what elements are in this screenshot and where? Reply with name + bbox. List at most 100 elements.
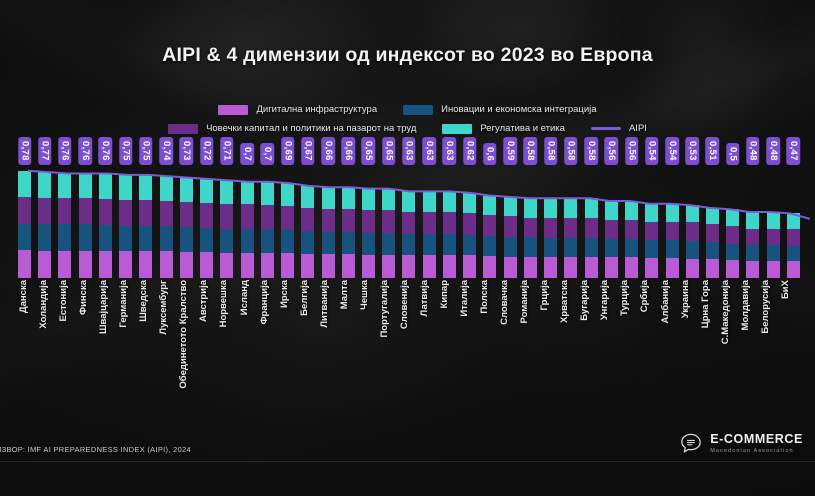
- bar-column[interactable]: 0,58: [543, 137, 558, 278]
- x-axis-label: Романија: [519, 280, 531, 324]
- bar-column[interactable]: 0,48: [766, 137, 780, 278]
- bar-segment: [442, 191, 456, 212]
- bar-segment: [625, 219, 639, 239]
- x-axis-label: Холандија: [38, 280, 50, 329]
- bar-segment: [240, 204, 254, 230]
- legend-item[interactable]: Дигитална инфраструктура: [218, 104, 377, 115]
- bar-column[interactable]: 0,59: [503, 137, 517, 278]
- bar-segment: [705, 242, 719, 260]
- bar-column[interactable]: 0,63: [402, 137, 416, 278]
- bar-column[interactable]: 0,48: [746, 137, 760, 278]
- bar-column[interactable]: 0,67: [301, 137, 315, 278]
- bar-segment: [564, 238, 578, 258]
- bar-column[interactable]: 0,72: [199, 137, 214, 278]
- bar-stack: [260, 181, 274, 278]
- bar-column[interactable]: 0,58: [523, 137, 538, 278]
- bar-column[interactable]: 0,54: [645, 137, 659, 278]
- bar-segment: [382, 254, 396, 278]
- bar-column[interactable]: 0,54: [665, 137, 679, 278]
- legend-item[interactable]: Иновации и економска интеграција: [403, 104, 597, 115]
- bar-segment: [584, 238, 598, 258]
- bar-segment: [220, 180, 234, 204]
- bar-value-label: 0,5: [725, 142, 740, 165]
- bar-column[interactable]: 0,51: [705, 137, 720, 278]
- bar-column[interactable]: 0,69: [280, 137, 295, 278]
- bar-segment: [139, 199, 153, 226]
- bar-column[interactable]: 0,77: [37, 137, 52, 278]
- bar-segment: [665, 240, 679, 259]
- bar-stack: [119, 174, 133, 278]
- legend-row: Дигитална инфраструктура Иновации и еконо…: [218, 104, 597, 115]
- bar-column[interactable]: 0,74: [159, 137, 173, 278]
- bar-column[interactable]: 0,75: [139, 137, 153, 278]
- bar-segment: [463, 213, 477, 235]
- bar-column[interactable]: 0,56: [604, 137, 619, 278]
- bar-column[interactable]: 0,63: [422, 137, 436, 278]
- bar-segment: [442, 255, 456, 278]
- bar-column[interactable]: 0,7: [240, 142, 254, 278]
- x-axis-label: Финска: [78, 280, 90, 316]
- bar-segment: [402, 191, 416, 212]
- bar-stack: [746, 212, 760, 278]
- legend-row: Човечки капитал и политики на пазарот на…: [168, 123, 647, 134]
- bar-column[interactable]: 0,66: [321, 137, 335, 278]
- bar-segment: [139, 225, 153, 252]
- bar-column[interactable]: 0,47: [786, 137, 801, 278]
- x-axis-label: Грција: [539, 280, 551, 311]
- bar-column[interactable]: 0,76: [78, 137, 92, 278]
- bar-value-label: 0,72: [199, 137, 214, 165]
- bar-segment: [321, 208, 335, 232]
- bar-segment: [220, 252, 234, 278]
- legend-item[interactable]: Човечки капитал и политики на пазарот на…: [168, 123, 416, 134]
- legend-item[interactable]: AIPI: [590, 123, 647, 134]
- bar-segment: [523, 237, 537, 257]
- bar-segment: [139, 251, 153, 278]
- bar-segment: [341, 231, 355, 254]
- bar-stack: [544, 198, 558, 278]
- bar-column[interactable]: 0,71: [220, 137, 234, 278]
- chart-legend: Дигитална инфраструктура Иновации и еконо…: [0, 104, 815, 134]
- bar-segment: [382, 209, 396, 233]
- bar-column[interactable]: 0,65: [381, 137, 396, 278]
- bar-stack: [665, 203, 679, 278]
- bar-column[interactable]: 0,66: [341, 137, 355, 278]
- bar-value-label: 0,48: [746, 137, 760, 165]
- bar-segment: [301, 253, 315, 278]
- legend-item[interactable]: Регулатива и етика: [442, 123, 565, 134]
- bar-column[interactable]: 0,76: [58, 137, 72, 278]
- bar-column[interactable]: 0,6: [483, 142, 497, 278]
- x-axis-label: Србија: [639, 280, 651, 313]
- bar-segment: [159, 226, 173, 252]
- bar-segment: [281, 205, 295, 230]
- bar-column[interactable]: 0,76: [98, 137, 113, 278]
- x-axis-label: Белорусија: [759, 280, 771, 334]
- bar-segment: [382, 188, 396, 210]
- bar-segment: [483, 256, 497, 278]
- bar-column[interactable]: 0,58: [584, 137, 598, 278]
- bar-segment: [139, 174, 153, 200]
- bar-value-label: 0,51: [705, 137, 720, 165]
- bar-segment: [766, 212, 780, 229]
- bar-column[interactable]: 0,7: [260, 142, 275, 278]
- bar-column[interactable]: 0,62: [462, 137, 477, 278]
- bar-column[interactable]: 0,75: [118, 137, 133, 278]
- bar-segment: [746, 260, 760, 278]
- bar-column[interactable]: 0,56: [624, 137, 639, 278]
- bar-column[interactable]: 0,5: [725, 142, 740, 278]
- bar-segment: [260, 252, 274, 278]
- bar-segment: [220, 228, 234, 253]
- bar-column[interactable]: 0,73: [179, 137, 194, 278]
- bar-value-label: 0,53: [685, 137, 699, 165]
- bar-segment: [240, 252, 254, 278]
- bar-segment: [341, 208, 355, 232]
- bar-segment: [422, 212, 436, 234]
- bar-column[interactable]: 0,53: [685, 137, 699, 278]
- bar-column[interactable]: 0,78: [17, 137, 32, 278]
- bar-value-label: 0,48: [766, 137, 780, 165]
- bar-column[interactable]: 0,58: [564, 137, 578, 278]
- bar-column[interactable]: 0,65: [361, 137, 376, 278]
- bar-segment: [766, 260, 780, 278]
- bar-column[interactable]: 0,63: [442, 137, 457, 278]
- bar-segment: [119, 174, 133, 200]
